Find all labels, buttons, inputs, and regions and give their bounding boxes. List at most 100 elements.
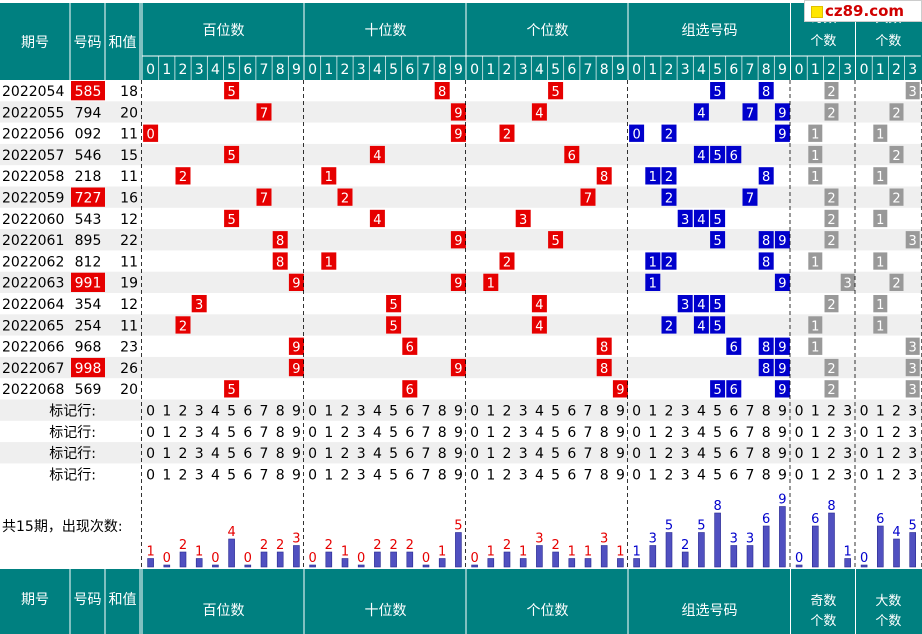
ball-red-digit: 4 [373, 213, 381, 228]
ball-gray [905, 337, 920, 355]
mark-digit: 2 [179, 404, 188, 420]
ball-gray-digit: 1 [811, 149, 819, 164]
mark-digit: 4 [535, 404, 544, 420]
mark-digit: 4 [535, 467, 544, 483]
ball-blue [774, 231, 790, 249]
mark-digit: 7 [746, 467, 755, 483]
count-label: 2 [373, 538, 381, 553]
ball-gray-digit: 2 [892, 106, 900, 121]
ball-blue-digit: 4 [697, 298, 705, 313]
mark-digit: 1 [162, 446, 171, 462]
count-label: 4 [227, 525, 235, 540]
row-issue: 2022066 [2, 340, 64, 356]
mark-digit: 5 [227, 446, 236, 462]
mark-digit: 9 [454, 446, 463, 462]
mark-digit: 3 [357, 425, 366, 441]
row-issue: 2022061 [2, 233, 64, 249]
row-issue: 2022062 [2, 254, 64, 270]
ball-gray [873, 124, 888, 142]
ball-red-digit: 3 [195, 298, 203, 313]
count-bar [681, 551, 689, 568]
row-issue: 2022063 [2, 276, 64, 292]
header-digit-label: 8 [438, 62, 447, 78]
ball-gray-digit: 2 [827, 383, 835, 398]
ball-gray [808, 337, 823, 355]
logo-icon [811, 6, 823, 18]
count-label: 0 [422, 551, 430, 566]
count-label: 1 [341, 545, 349, 560]
mark-digit: 2 [341, 404, 350, 420]
mark-digit: 5 [227, 467, 236, 483]
count-bar [212, 564, 219, 568]
ball-red [288, 273, 304, 291]
row-sum: 16 [120, 191, 138, 207]
mark-digit: 8 [762, 467, 771, 483]
mark-digit: 3 [519, 425, 528, 441]
mark-digit: 4 [373, 425, 382, 441]
mark-digit: 3 [843, 467, 852, 483]
ball-blue-digit: 2 [665, 192, 673, 207]
ball-gray-digit: 2 [892, 192, 900, 207]
mark-digit: 8 [762, 446, 771, 462]
mark-digit: 4 [697, 467, 706, 483]
row-sum: 12 [120, 212, 138, 228]
mark-digit: 0 [795, 425, 804, 441]
row-sum: 11 [120, 254, 138, 270]
count-bar [762, 525, 770, 568]
count-bar [260, 551, 268, 568]
mark-digit: 2 [827, 425, 836, 441]
mark-digit: 2 [665, 425, 674, 441]
header-digit-label: 0 [795, 62, 804, 78]
mark-digit: 8 [600, 467, 609, 483]
ball-red-digit: 5 [227, 85, 235, 100]
count-label: 0 [244, 551, 252, 566]
ball-red-digit: 6 [406, 341, 414, 356]
summary-label: 共15期，出现次数: [2, 519, 123, 535]
site-logo[interactable]: cz89.com [804, 0, 922, 22]
ball-gray [824, 231, 839, 249]
ball-blue-digit: 9 [778, 106, 786, 121]
ball-gray-digit: 1 [876, 298, 884, 313]
count-bar [276, 551, 284, 568]
ball-blue [758, 82, 774, 100]
ball-blue-digit: 8 [762, 85, 770, 100]
mark-digit: 8 [600, 425, 609, 441]
ball-red-digit: 4 [373, 149, 381, 164]
ball-red [224, 209, 240, 228]
row-issue: 2022067 [2, 361, 64, 377]
ball-blue [710, 380, 726, 398]
header-digit-label: 5 [551, 62, 560, 78]
header-digit-label: 5 [389, 62, 398, 78]
header-issue: 期号 [21, 35, 49, 51]
ball-gray-digit: 2 [827, 85, 835, 100]
header-digit-label: 0 [470, 62, 479, 78]
count-bar [584, 558, 592, 568]
header-digit-label: 9 [778, 62, 787, 78]
mark-digit: 2 [503, 446, 512, 462]
mark-digit: 6 [405, 446, 414, 462]
mark-digit: 8 [762, 425, 771, 441]
ball-blue-digit: 9 [778, 234, 786, 249]
mark-digit: 1 [486, 425, 495, 441]
mark-digit: 3 [357, 404, 366, 420]
count-bar [309, 564, 316, 568]
ball-blue-digit: 7 [746, 192, 754, 207]
row-issue: 2022058 [2, 169, 64, 185]
row-number: 354 [75, 297, 102, 313]
ball-gray [808, 145, 823, 164]
mark-digit: 9 [616, 404, 625, 420]
mark-digit: 6 [567, 425, 576, 441]
bottom-header-bg [0, 569, 922, 634]
mark-digit: 6 [567, 446, 576, 462]
ball-blue [693, 316, 709, 334]
count-bar [503, 551, 511, 568]
mark-digit: 7 [422, 467, 431, 483]
ball-red-digit: 1 [325, 255, 333, 270]
ball-gray-digit: 2 [827, 362, 835, 377]
ball-gray [889, 103, 904, 121]
count-label: 0 [308, 551, 316, 566]
count-label: 2 [681, 538, 689, 553]
ball-red [224, 380, 240, 398]
ball-gray-digit: 1 [876, 128, 884, 143]
